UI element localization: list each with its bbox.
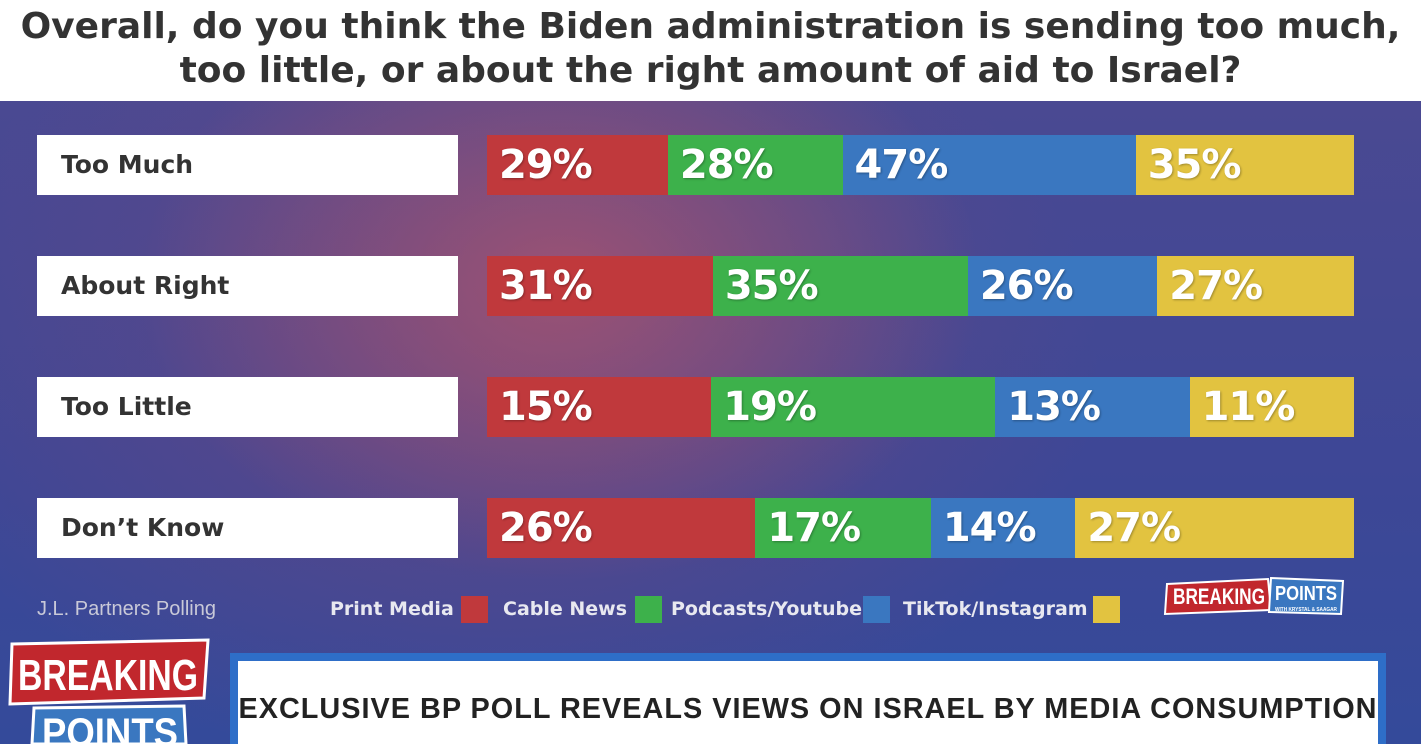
bar-segment: 35% [1135, 135, 1355, 195]
breaking-points-logo-small: BREAKING POINTS WITH KRYSTAL & SAAGAR [1163, 576, 1345, 616]
headline-banner: EXCLUSIVE BP POLL REVEALS VIEWS ON ISRAE… [230, 653, 1386, 744]
bar-segment: 13% [995, 377, 1191, 437]
bar-segment: 19% [711, 377, 996, 437]
bar-segment: 35% [712, 256, 969, 316]
bar-segment: 28% [667, 135, 844, 195]
legend-swatch-tiktok-instagram [1093, 596, 1120, 623]
legend-swatch-print-media [461, 596, 488, 623]
row-label: Don’t Know [37, 498, 458, 558]
bar-segment: 29% [487, 135, 669, 195]
legend: J.L. Partners Polling Print Media Cable … [0, 590, 1421, 630]
bar-segment: 15% [487, 377, 712, 437]
legend-label-podcasts-youtube: Podcasts/Youtube [671, 598, 862, 620]
legend-swatch-cable-news [635, 596, 662, 623]
logo-small-line1: BREAKING [1173, 584, 1265, 609]
headline-text: EXCLUSIVE BP POLL REVEALS VIEWS ON ISRAE… [238, 661, 1378, 744]
bar-segment: 27% [1075, 498, 1355, 558]
logo-small-tagline: WITH KRYSTAL & SAAGAR [1275, 607, 1337, 613]
breaking-points-logo-large: BREAKING POINTS [8, 638, 210, 744]
legend-label-cable-news: Cable News [503, 598, 628, 620]
bar-segment: 11% [1189, 377, 1355, 437]
legend-label-tiktok-instagram: TikTok/Instagram [903, 598, 1088, 620]
row-label: Too Little [37, 377, 458, 437]
legend-label-print-media: Print Media [330, 598, 454, 620]
row-label: About Right [37, 256, 458, 316]
source-label: J.L. Partners Polling [37, 598, 216, 620]
row-label: Too Much [37, 135, 458, 195]
bar-segment: 14% [930, 498, 1076, 558]
logo-large-line1: BREAKING [18, 651, 198, 700]
logo-large-line2: POINTS [42, 711, 178, 744]
legend-swatch-podcasts-youtube [863, 596, 890, 623]
chart-title: Overall, do you think the Biden administ… [0, 0, 1421, 101]
bar-segment: 17% [755, 498, 932, 558]
bar-segment: 31% [487, 256, 714, 316]
logo-small-line2: POINTS [1275, 583, 1337, 605]
bar-segment: 47% [842, 135, 1137, 195]
bar-segment: 27% [1157, 256, 1355, 316]
bar-segment: 26% [487, 498, 756, 558]
bar-segment: 26% [967, 256, 1158, 316]
